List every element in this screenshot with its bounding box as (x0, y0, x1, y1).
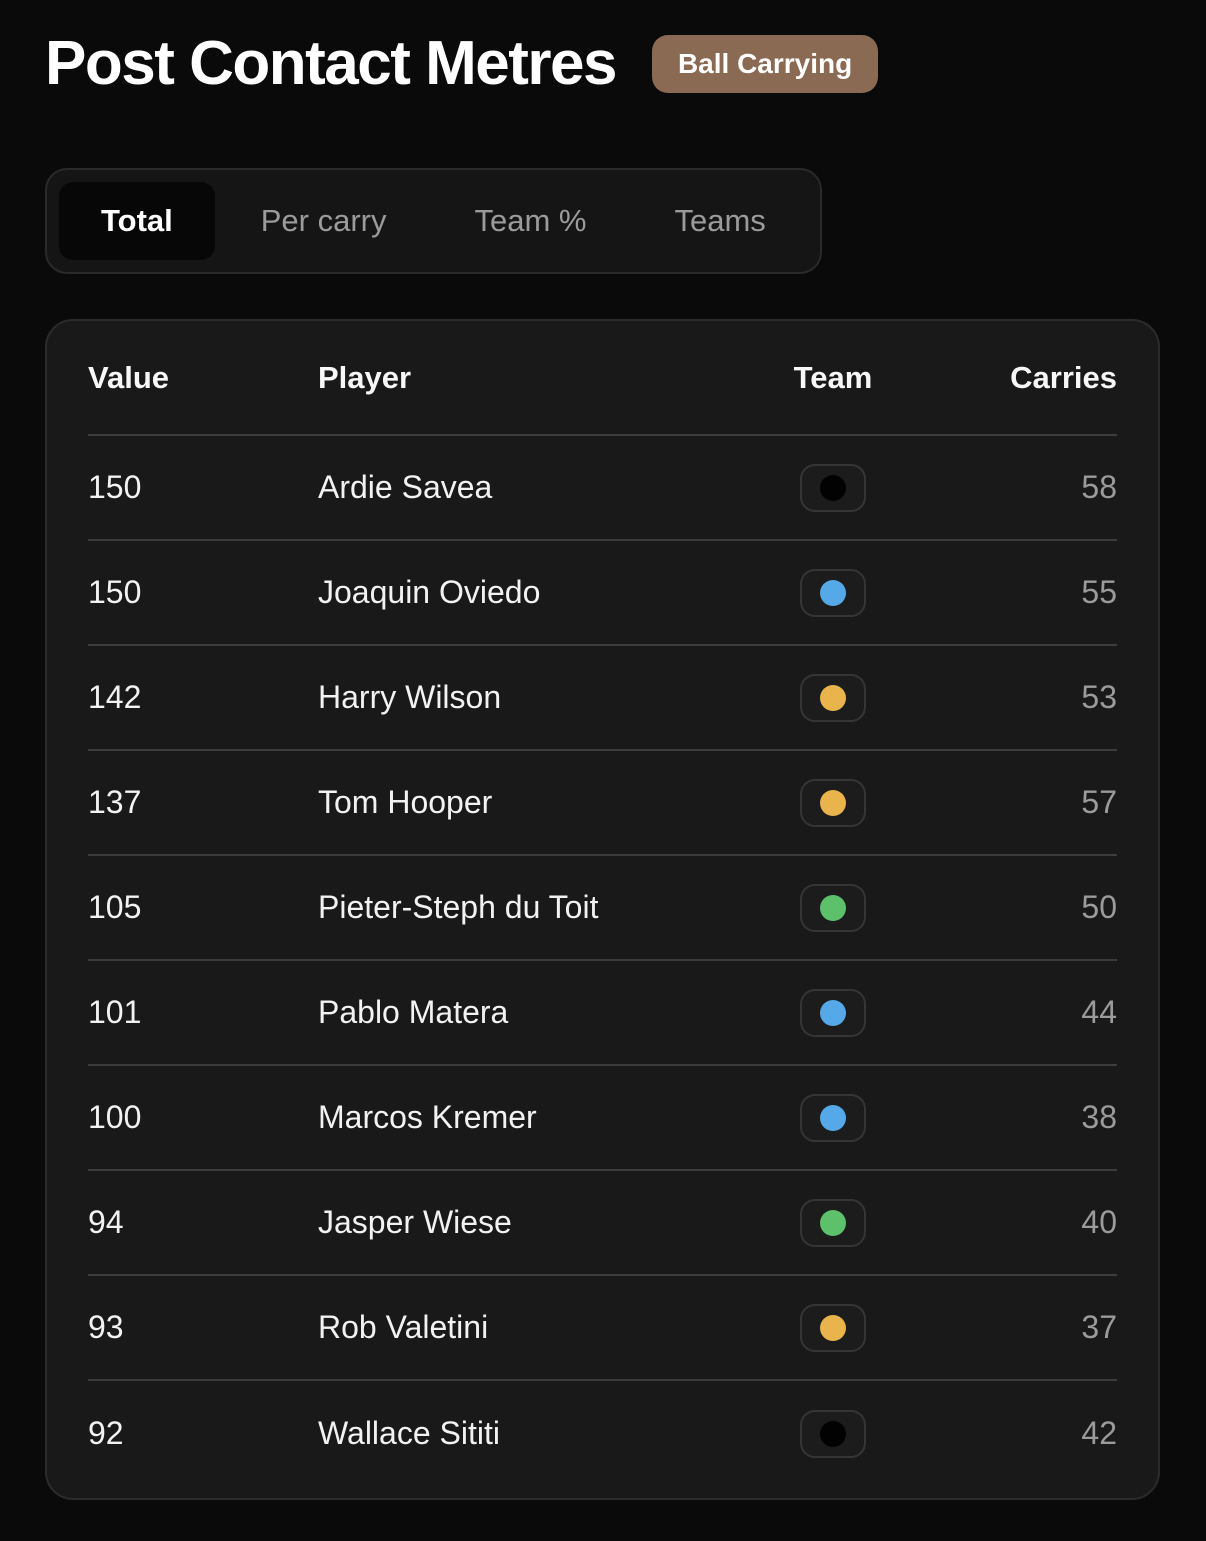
team-cell (728, 463, 938, 512)
team-chip (800, 568, 866, 617)
carries-cell: 50 (1081, 889, 1117, 926)
table-row: 142 Harry Wilson 53 (88, 646, 1117, 752)
team-cell (728, 988, 938, 1037)
team-chip (800, 988, 866, 1037)
team-color-dot (820, 684, 846, 711)
carries-cell: 55 (1081, 574, 1117, 611)
value-cell: 150 (88, 574, 142, 611)
player-cell: Rob Valetini (318, 1309, 489, 1346)
team-chip (800, 1303, 866, 1352)
team-cell (728, 568, 938, 617)
team-cell (728, 1409, 938, 1458)
team-chip (800, 883, 866, 932)
player-cell: Ardie Savea (318, 469, 493, 506)
team-cell (728, 1198, 938, 1247)
tab-bar: Total Per carry Team % Teams (45, 168, 822, 275)
team-cell (728, 1303, 938, 1352)
team-cell (728, 673, 938, 722)
table-row: 137 Tom Hooper 57 (88, 751, 1117, 857)
team-color-dot (820, 999, 846, 1026)
team-cell (728, 1093, 938, 1142)
team-chip (800, 1409, 866, 1458)
value-cell: 93 (88, 1309, 124, 1346)
team-color-dot (820, 474, 846, 501)
stats-table-card: Value Player Team Carries 150 Ardie Save… (45, 319, 1160, 1501)
table-row: 92 Wallace Sititi 42 (88, 1381, 1117, 1486)
col-header-team: Team (793, 359, 873, 395)
value-cell: 142 (88, 679, 142, 716)
carries-cell: 53 (1081, 679, 1117, 716)
carries-cell: 37 (1081, 1309, 1117, 1346)
player-cell: Marcos Kremer (318, 1099, 537, 1136)
team-color-dot (820, 789, 846, 816)
player-cell: Harry Wilson (318, 679, 502, 716)
player-cell: Pablo Matera (318, 994, 509, 1031)
team-chip (800, 463, 866, 512)
team-color-dot (820, 579, 846, 606)
team-chip (800, 1198, 866, 1247)
team-color-dot (820, 894, 846, 921)
value-cell: 100 (88, 1099, 142, 1136)
col-header-carries: Carries (1010, 359, 1117, 395)
player-cell: Jasper Wiese (318, 1204, 512, 1241)
tab-team-percent[interactable]: Team % (474, 203, 587, 239)
page: Post Contact Metres Ball Carrying Total … (45, 29, 1161, 1501)
team-color-dot (820, 1420, 846, 1447)
team-color-dot (820, 1209, 846, 1236)
category-badge: Ball Carrying (651, 35, 879, 94)
tab-total[interactable]: Total (59, 182, 215, 261)
team-cell (728, 883, 938, 932)
carries-cell: 42 (1081, 1415, 1117, 1452)
value-cell: 101 (88, 994, 142, 1031)
page-title: Post Contact Metres (45, 29, 617, 98)
carries-cell: 44 (1081, 994, 1117, 1031)
table-row: 150 Joaquin Oviedo 55 (88, 541, 1117, 647)
table-row: 150 Ardie Savea 58 (88, 436, 1117, 542)
carries-cell: 58 (1081, 469, 1117, 506)
table-row: 94 Jasper Wiese 40 (88, 1171, 1117, 1277)
table-row: 105 Pieter-Steph du Toit 50 (88, 856, 1117, 962)
tab-teams[interactable]: Teams (674, 203, 766, 239)
col-header-value: Value (88, 359, 169, 395)
player-cell: Pieter-Steph du Toit (318, 889, 599, 926)
page-header: Post Contact Metres Ball Carrying (45, 29, 1161, 98)
player-cell: Joaquin Oviedo (318, 574, 541, 611)
value-cell: 94 (88, 1204, 124, 1241)
table-row: 93 Rob Valetini 37 (88, 1276, 1117, 1382)
team-chip (800, 778, 866, 827)
carries-cell: 38 (1081, 1099, 1117, 1136)
player-cell: Tom Hooper (318, 784, 493, 821)
player-cell: Wallace Sititi (318, 1415, 500, 1452)
value-cell: 105 (88, 889, 142, 926)
table-row: 101 Pablo Matera 44 (88, 961, 1117, 1067)
value-cell: 150 (88, 469, 142, 506)
team-chip (800, 1093, 866, 1142)
tab-per-carry[interactable]: Per carry (260, 203, 387, 239)
col-header-player: Player (318, 359, 412, 395)
team-color-dot (820, 1104, 846, 1131)
team-color-dot (820, 1314, 846, 1341)
table-header-row: Value Player Team Carries (88, 321, 1117, 437)
team-chip (800, 673, 866, 722)
carries-cell: 57 (1081, 784, 1117, 821)
table-row: 100 Marcos Kremer 38 (88, 1066, 1117, 1172)
value-cell: 137 (88, 784, 142, 821)
carries-cell: 40 (1081, 1204, 1117, 1241)
team-cell (728, 778, 938, 827)
value-cell: 92 (88, 1415, 124, 1452)
